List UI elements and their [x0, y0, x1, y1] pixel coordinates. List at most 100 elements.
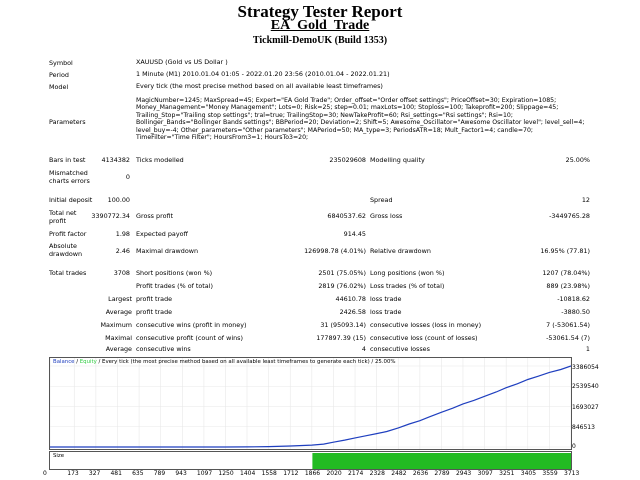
x-tick-label: 3097 — [477, 470, 493, 477]
x-tick-label: 1250 — [218, 470, 234, 477]
symbol-label: Symbol — [49, 59, 73, 67]
x-tick-label: 3713 — [564, 470, 580, 477]
y-tick-label: 1693027 — [572, 404, 599, 411]
balance-chart-svg — [50, 358, 571, 449]
volume-bars — [312, 453, 571, 469]
parameters-line: level_buy=-4; Other_parameters="Other pa… — [136, 126, 533, 134]
x-tick-label: 635 — [132, 470, 144, 477]
bars-label: Bars in test — [49, 156, 86, 164]
quality-label: Modelling quality — [370, 156, 425, 164]
model-value: Every tick (the most precise method base… — [136, 82, 383, 90]
netprofit-value: 3390772.34 — [91, 212, 130, 220]
y-tick-label: 3386054 — [572, 364, 599, 371]
ticks-value: 235029608 — [329, 156, 366, 164]
mismatch-value: 0 — [125, 173, 130, 181]
parameters-line: MagicNumber=1245; MaxSpread=45; Expert="… — [136, 97, 557, 104]
long-label: Long positions (won %) — [370, 269, 445, 277]
absdd-value: 2.46 — [115, 247, 130, 255]
x-tick-label: 2636 — [412, 470, 429, 477]
x-tick-label: 3405 — [520, 470, 537, 477]
server-name: Tickmill-DemoUK (Build 1353) — [252, 35, 388, 46]
maximal-profit-value: 177897.39 (15) — [316, 334, 366, 342]
maximal-profit-label: consecutive profit (count of wins) — [136, 334, 243, 342]
grossprofit-value: 6840537.62 — [327, 212, 366, 220]
period-label: Period — [49, 71, 69, 79]
bars-value: 4134382 — [101, 156, 130, 164]
grossloss-value: -3449765.28 — [549, 212, 590, 220]
average-losses-value: 1 — [585, 345, 590, 353]
x-tick-label: 173 — [67, 470, 79, 477]
spread-label: Spread — [370, 196, 393, 204]
ptrades-label: Profit trades (% of total) — [136, 282, 213, 290]
spread-value: 12 — [581, 196, 590, 204]
x-tick-label: 3559 — [542, 470, 558, 477]
long-value: 1207 (78.04%) — [542, 269, 590, 277]
report-title: Strategy Tester Report — [237, 2, 403, 21]
pf-label: Profit factor — [49, 230, 87, 238]
maximal-loss-value: -53061.54 (7) — [546, 334, 590, 342]
average-label: Average — [105, 308, 132, 316]
maximal-loss-label: consecutive loss (count of losses) — [370, 334, 478, 342]
maximal-label: Maximal — [105, 334, 132, 342]
x-tick-label: 1712 — [283, 470, 299, 477]
average-profit-label: profit trade — [136, 308, 173, 316]
x-tick-label: 2174 — [348, 470, 364, 477]
y-tick-label: 846513 — [572, 424, 595, 431]
legend-equity: Equity — [79, 359, 97, 365]
volume-chart: Size — [49, 451, 572, 470]
max-losses-value: 7 (-53061.54) — [546, 321, 590, 329]
parameters-label: Parameters — [49, 118, 86, 126]
netprofit-label-2: profit — [49, 217, 66, 225]
deposit-label: Initial deposit — [49, 196, 93, 204]
legend-balance: Balance — [53, 359, 75, 365]
grossprofit-label: Gross profit — [136, 212, 174, 220]
pf-value: 1.98 — [115, 230, 130, 238]
x-tick-label: 2943 — [455, 470, 472, 477]
legend-model: Every tick (the most precise method base… — [102, 359, 370, 365]
average-loss-label: loss trade — [370, 308, 402, 316]
largest-label: Largest — [108, 295, 132, 303]
period-value: 1 Minute (M1) 2010.01.04 01:05 - 2022.01… — [136, 70, 390, 78]
x-tick-label: 1404 — [240, 470, 256, 477]
x-tick-label: 2328 — [369, 470, 385, 477]
ltrades-value: 889 (23.98%) — [546, 282, 590, 290]
x-tick-label: 327 — [88, 470, 101, 477]
short-value: 2501 (75.05%) — [318, 269, 366, 277]
absdd-label: Absolute — [49, 242, 77, 250]
ptrades-value: 2819 (76.02%) — [318, 282, 366, 290]
symbol-value: XAUUSD (Gold vs US Dollar ) — [136, 58, 228, 66]
x-tick-label: 1097 — [196, 470, 213, 477]
ticks-label: Ticks modelled — [136, 156, 184, 164]
trades-value: 3708 — [113, 269, 130, 277]
x-tick-label: 481 — [110, 470, 122, 477]
x-tick-label: 943 — [175, 470, 187, 477]
trades-label: Total trades — [49, 269, 87, 277]
largest-loss-value: -10818.62 — [557, 295, 590, 303]
largest-profit-value: 44610.78 — [335, 295, 367, 303]
x-tick-label: 2020 — [326, 470, 342, 477]
y-tick-label: 2539540 — [572, 383, 599, 390]
parameters-line: TimeFilter="Time Filter"; HoursFrom3=1; … — [136, 134, 309, 142]
reldd-label: Relative drawdown — [370, 247, 431, 255]
ep-value: 914.45 — [343, 230, 366, 238]
maxdd-label: Maximal drawdown — [136, 247, 199, 255]
average-wins-label: consecutive wins — [136, 345, 191, 353]
x-tick-label: 2789 — [434, 470, 450, 477]
max-wins-label: consecutive wins (profit in money) — [136, 321, 247, 329]
average-profit-value: 2426.58 — [339, 308, 366, 316]
x-tick-label: 1866 — [304, 470, 321, 477]
x-tick-label: 0 — [43, 470, 47, 477]
parameters-line: Money_Management="Money Management"; Lot… — [136, 104, 559, 112]
balance-series-line — [50, 365, 571, 448]
ep-label: Expected payoff — [136, 230, 188, 238]
average-loss-value: -3880.50 — [561, 308, 590, 316]
largest-loss-label: loss trade — [370, 295, 402, 303]
absdd-label-2: drawdown — [49, 250, 83, 258]
deposit-value: 100.00 — [107, 196, 130, 204]
max-wins-value: 31 (95093.14) — [320, 321, 366, 329]
grossloss-label: Gross loss — [370, 212, 403, 220]
short-label: Short positions (won %) — [136, 269, 213, 277]
netprofit-label: Total net — [49, 209, 77, 217]
reldd-value: 16.95% (77.81) — [540, 247, 590, 255]
average-wins-value: 4 — [361, 345, 366, 353]
